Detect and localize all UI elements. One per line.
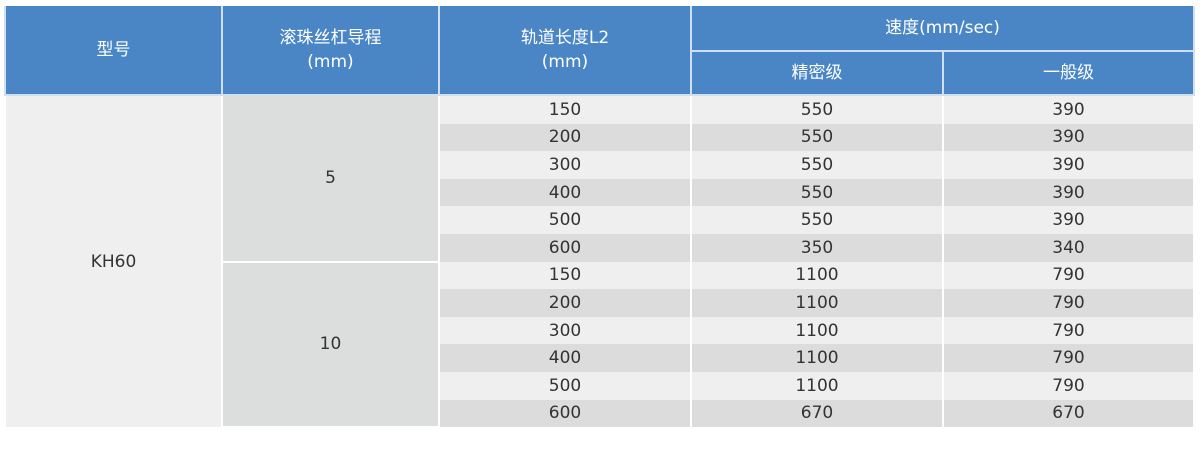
- general-speed-cell: 390: [942, 178, 1195, 207]
- length-cell: 300: [438, 316, 692, 345]
- general-speed-cell: 390: [942, 123, 1195, 152]
- length-cell: 600: [438, 399, 692, 428]
- general-speed-cell: 390: [942, 206, 1195, 234]
- length-cell: 300: [438, 151, 692, 179]
- header-length-label: 轨道长度L2: [520, 28, 610, 48]
- general-speed-cell: 790: [942, 261, 1195, 290]
- header-model: 型号: [4, 6, 223, 96]
- header-length-unit: (mm): [541, 52, 589, 72]
- precision-speed-cell: 1100: [690, 289, 944, 317]
- general-speed-cell: 670: [942, 399, 1195, 428]
- length-cell: 200: [438, 123, 692, 152]
- general-speed-cell: 790: [942, 316, 1195, 345]
- general-speed-cell: 790: [942, 344, 1195, 372]
- precision-speed-cell: 550: [690, 178, 944, 207]
- length-cell: 200: [438, 289, 692, 317]
- general-speed-cell: 790: [942, 371, 1195, 400]
- general-speed-cell: 390: [942, 95, 1195, 124]
- length-cell: 400: [438, 344, 692, 372]
- lead-cell: 5: [221, 95, 440, 263]
- table-row: 500 550 390: [5, 206, 1195, 234]
- precision-speed-cell: 550: [690, 95, 944, 124]
- model-cell: KH60: [4, 95, 223, 428]
- length-cell: 600: [438, 233, 692, 262]
- precision-speed-cell: 550: [690, 123, 944, 152]
- table-row: 400 1100 790: [5, 344, 1195, 372]
- table-row: 300 1100 790: [5, 316, 1195, 345]
- table-row: KH60 5 150 550 390: [4, 95, 1195, 428]
- precision-speed-cell: 1100: [690, 344, 944, 372]
- table-row: 600 350 340: [5, 233, 1195, 262]
- table-row: 200 550 390: [5, 123, 1195, 152]
- precision-speed-cell: 670: [690, 399, 944, 428]
- length-cell: 500: [438, 206, 692, 234]
- header-lead-unit: (mm): [307, 52, 354, 72]
- general-speed-cell: 340: [942, 233, 1195, 262]
- general-speed-cell: 790: [942, 289, 1195, 317]
- precision-speed-cell: 1100: [690, 316, 944, 345]
- precision-speed-cell: 1100: [690, 261, 944, 290]
- table-row: 500 1100 790: [5, 371, 1195, 400]
- header-speed: 速度(mm/sec): [690, 6, 1195, 52]
- general-speed-cell: 390: [942, 151, 1195, 179]
- length-cell: 150: [438, 95, 692, 124]
- table-row: 400 550 390: [5, 178, 1195, 207]
- header-lead-label: 滚珠丝杠导程: [279, 28, 382, 48]
- table-row: 200 1100 790: [5, 289, 1195, 317]
- table-row: 300 550 390: [5, 151, 1195, 179]
- table-row: 10 150 1100 790: [5, 261, 1195, 429]
- header-precision: 精密级: [690, 51, 944, 96]
- precision-speed-cell: 550: [690, 151, 944, 179]
- lead-cell: 10: [221, 261, 440, 429]
- speed-spec-table: 型号 滚珠丝杠导程 (mm) 轨道长度L2 (mm) 速度(mm/sec) 精密级 …: [4, 6, 1195, 429]
- header-general: 一般级: [942, 51, 1195, 96]
- precision-speed-cell: 1100: [690, 371, 944, 400]
- length-cell: 500: [438, 371, 692, 400]
- length-cell: 400: [438, 178, 692, 207]
- precision-speed-cell: 550: [690, 206, 944, 234]
- header-length: 轨道长度L2 (mm): [438, 6, 692, 96]
- table-row: 600 670 670: [5, 399, 1195, 428]
- header-lead: 滚珠丝杠导程 (mm): [221, 6, 440, 96]
- length-cell: 150: [438, 261, 692, 290]
- precision-speed-cell: 350: [690, 233, 944, 262]
